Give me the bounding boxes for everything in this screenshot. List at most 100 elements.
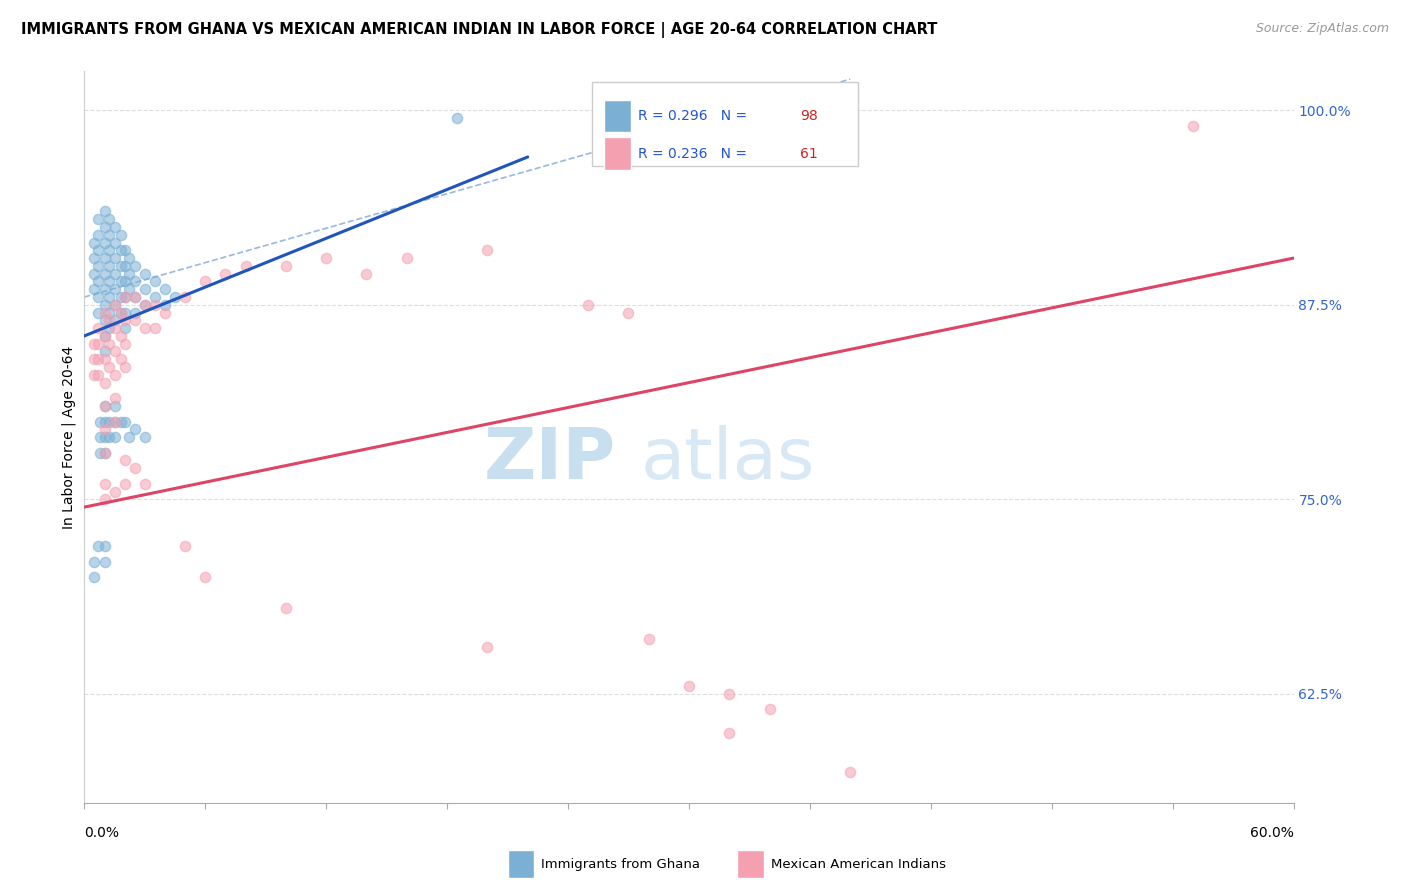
Point — [134, 282, 156, 296]
Point — [104, 399, 127, 413]
Point — [93, 251, 115, 265]
Point — [93, 313, 115, 327]
Point — [93, 376, 115, 390]
Point — [477, 640, 499, 655]
Point — [124, 461, 146, 475]
Point — [110, 415, 132, 429]
Point — [104, 313, 127, 327]
Point — [446, 111, 468, 125]
Point — [97, 313, 120, 327]
Point — [97, 244, 120, 258]
Point — [87, 336, 110, 351]
Point — [93, 204, 115, 219]
Point — [194, 275, 217, 289]
Y-axis label: In Labor Force | Age 20-64: In Labor Force | Age 20-64 — [62, 345, 76, 529]
Text: ZIP: ZIP — [484, 425, 616, 493]
Point — [83, 336, 105, 351]
Point — [118, 430, 141, 444]
Point — [87, 275, 110, 289]
Point — [110, 329, 132, 343]
Point — [87, 290, 110, 304]
Text: 98: 98 — [800, 109, 818, 123]
Point — [718, 687, 741, 701]
Point — [87, 244, 110, 258]
Point — [124, 275, 146, 289]
Point — [124, 313, 146, 327]
Point — [110, 244, 132, 258]
Point — [110, 227, 132, 242]
Point — [93, 492, 115, 507]
Point — [1181, 119, 1204, 133]
Point — [114, 453, 136, 467]
Point — [315, 251, 337, 265]
Point — [93, 344, 115, 359]
Point — [110, 305, 132, 319]
Text: R = 0.236   N =: R = 0.236 N = — [638, 147, 752, 161]
Text: R = 0.296   N =: R = 0.296 N = — [638, 109, 752, 123]
Point — [83, 352, 105, 367]
Point — [104, 251, 127, 265]
Point — [93, 422, 115, 436]
Point — [194, 570, 217, 584]
Point — [104, 282, 127, 296]
FancyBboxPatch shape — [592, 82, 858, 167]
Point — [97, 305, 120, 319]
Point — [124, 305, 146, 319]
Point — [114, 259, 136, 273]
Point — [83, 251, 105, 265]
Point — [134, 321, 156, 335]
Point — [104, 344, 127, 359]
Point — [758, 702, 780, 716]
Point — [114, 321, 136, 335]
Point — [118, 282, 141, 296]
Point — [617, 305, 640, 319]
Point — [93, 399, 115, 413]
Point — [477, 244, 499, 258]
Text: 61: 61 — [800, 147, 818, 161]
Point — [83, 368, 105, 382]
Point — [87, 305, 110, 319]
Point — [93, 445, 115, 459]
Point — [93, 235, 115, 250]
Text: Source: ZipAtlas.com: Source: ZipAtlas.com — [1256, 22, 1389, 36]
Text: 0.0%: 0.0% — [84, 826, 120, 840]
Point — [576, 298, 599, 312]
Point — [87, 227, 110, 242]
Point — [104, 298, 127, 312]
Point — [87, 539, 110, 553]
Point — [83, 570, 105, 584]
Point — [104, 430, 127, 444]
Point — [93, 415, 115, 429]
Point — [114, 476, 136, 491]
Text: Immigrants from Ghana: Immigrants from Ghana — [541, 858, 700, 871]
Point — [124, 290, 146, 304]
Point — [93, 305, 115, 319]
Point — [114, 290, 136, 304]
Point — [134, 298, 156, 312]
Point — [274, 601, 297, 615]
Point — [110, 352, 132, 367]
Point — [235, 259, 257, 273]
Point — [83, 282, 105, 296]
Point — [104, 219, 127, 234]
Point — [174, 290, 197, 304]
Point — [93, 298, 115, 312]
Point — [143, 321, 166, 335]
Point — [97, 212, 120, 227]
Point — [87, 368, 110, 382]
Point — [134, 476, 156, 491]
FancyBboxPatch shape — [737, 850, 763, 878]
Point — [97, 336, 120, 351]
FancyBboxPatch shape — [605, 137, 631, 170]
Point — [124, 422, 146, 436]
Text: atlas: atlas — [641, 425, 815, 493]
Point — [114, 313, 136, 327]
Point — [89, 415, 111, 429]
Point — [114, 305, 136, 319]
Point — [87, 212, 110, 227]
Point — [165, 290, 187, 304]
Point — [153, 282, 176, 296]
Point — [153, 305, 176, 319]
Point — [93, 430, 115, 444]
Point — [153, 298, 176, 312]
